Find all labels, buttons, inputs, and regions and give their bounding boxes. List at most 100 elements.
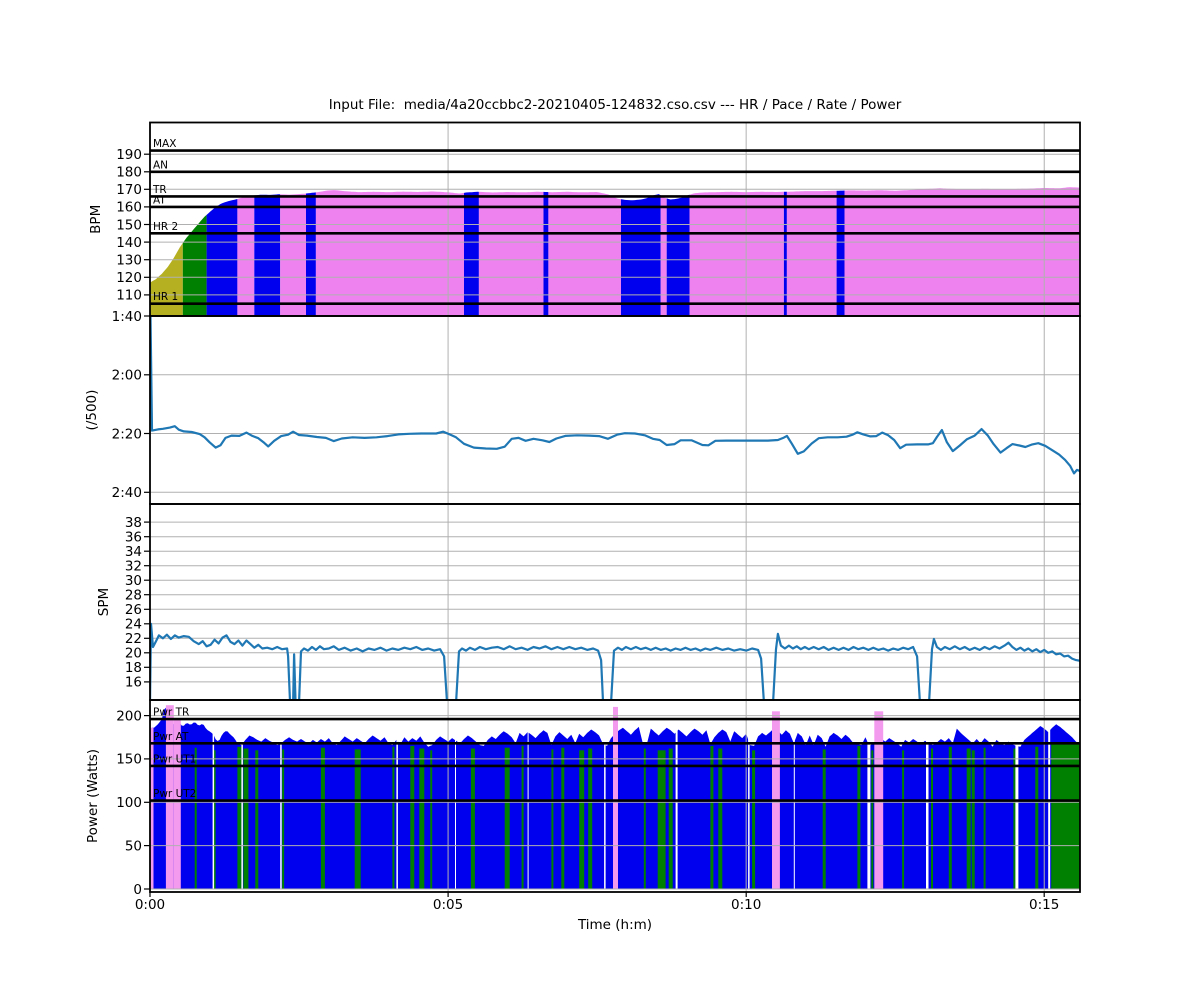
power-ytick-label: 0 [133,882,142,898]
power-green-bar [983,747,986,889]
hr-ytick-label: 140 [116,235,142,251]
power-green-bar [430,750,433,889]
pace-ytick-label: 2:00 [112,368,142,384]
power-green-bar [194,747,197,889]
power-green-bar [718,748,723,889]
power-green-bar [410,745,415,889]
hr-ytick-label: 120 [116,270,142,286]
power-gap [212,701,215,889]
power-green-bar [419,748,425,889]
x-axis: 0:00 0:05 0:10 0:15 [135,892,1059,913]
hr-zone-fill [666,194,690,316]
power-ytick-label: 200 [116,708,142,724]
hr-zone-fill [280,193,306,316]
spm-ytick-label: 28 [125,588,142,604]
hr-grid [149,122,1080,316]
spm-grid [149,504,1080,700]
spm-ytick-label: 22 [125,631,142,647]
hr-zone-fill [182,214,207,316]
power-threshold-label: Pwr UT2 [153,788,196,800]
spm-ytick-label: 20 [125,646,142,662]
power-grid [149,700,1080,892]
power-ytick-label: 50 [125,838,142,854]
hr-zone-fill [206,199,238,316]
power-gap [527,701,529,889]
hr-ytick-label: 150 [116,217,142,233]
power-green-bar [561,747,565,889]
power-green-bar [1035,746,1039,889]
power-ytick-label: 100 [116,795,142,811]
power-green-bar [504,747,510,889]
power-green-bar [871,750,874,889]
power-green-bar [243,748,249,889]
hr-zone-fill [786,190,837,316]
power-green-bar [213,750,216,889]
spm-line [150,622,1080,700]
power-green-bar [237,746,242,889]
hr-zone-fill [464,191,479,316]
power-pink-bar [150,727,154,889]
power-fills [150,701,1080,889]
pace-grid [149,315,1080,504]
power-green-bar [551,749,554,889]
x-axis-label: Time (h:m) [577,917,653,933]
power-green-bar [392,746,395,889]
hr-zone-fill [689,191,784,316]
spm-ytick-label: 32 [125,559,142,575]
pace-ytick-label: 1:40 [112,309,142,325]
hr-zone-fill [237,195,255,316]
pace-border [149,315,1081,505]
power-green-bar [588,748,593,889]
hr-zone-fill [783,191,787,316]
power-pink-bar [165,705,174,889]
spm-ytick-label: 24 [125,617,142,633]
pace-line [150,316,1080,475]
power-gap [604,701,606,889]
spm-ylabel: SPM [96,588,112,616]
hr-threshold-label: MAX [153,138,176,150]
power-green-bar [579,750,585,889]
power-green-bar [255,750,259,889]
power-green-bar [948,746,952,889]
power-gap [1048,701,1051,889]
hr-zone-fill [150,243,183,316]
power-pink-bar [613,706,618,889]
power-gap [926,701,929,889]
hr-ytick-label: 170 [116,182,142,198]
spm-ytick-label: 38 [125,515,142,531]
hr-threshold-label: HR 1 [153,291,178,303]
spm-ytick-label: 30 [125,573,142,589]
hr-ylabel: BPM [88,205,104,234]
power-gap [793,701,795,889]
x-tick-label: 0:10 [731,897,761,913]
power-green-bar [1013,748,1017,889]
power-pink-bar [173,719,181,889]
pace-panel: 1:40 2:00 2:20 2:40 (/500) [84,309,1081,505]
x-tick-label: 0:00 [135,897,165,913]
hr-zone-fill [621,194,661,316]
power-green-bar [354,749,361,889]
power-green-bar [931,748,933,889]
power-gap [675,701,678,889]
power-green-bar [521,745,524,889]
hr-ytick-label: 160 [116,200,142,216]
spm-ytick-label: 36 [125,530,142,546]
power-threshold-label: Pwr AT [153,731,189,743]
pace-ytick-label: 2:40 [112,485,142,501]
power-threshold-label: Pwr UT1 [153,753,196,765]
figure-title: Input File: media/4a20ccbbc2-20210405-12… [328,97,902,113]
power-green-bar [752,750,756,889]
power-gap [455,701,456,889]
hr-zone-fill [315,190,464,316]
power-green-bar [470,748,475,889]
spm-ytick-label: 18 [125,660,142,676]
hr-zone-fill [836,190,845,316]
power-gap [1015,701,1019,889]
spm-ytick-label: 26 [125,602,142,618]
power-green-bar [822,749,826,889]
hr-ytick-label: 190 [116,147,142,163]
